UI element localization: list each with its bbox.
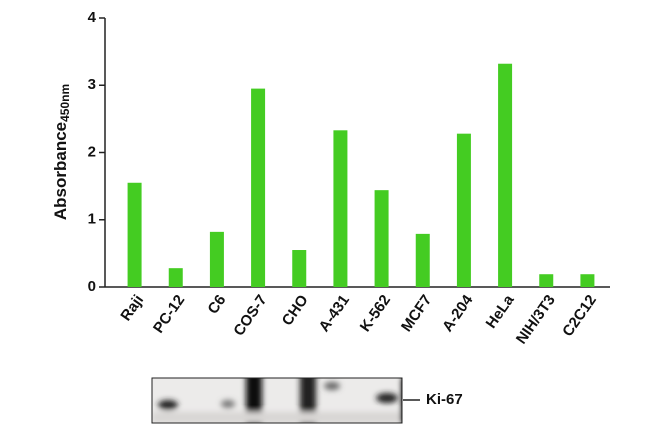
bar: [127, 182, 142, 287]
y-label-main: Absorbance: [51, 122, 70, 220]
bar: [374, 190, 389, 287]
blot-bands: [152, 378, 402, 423]
x-tick-label: CHO: [279, 292, 312, 329]
x-tick-label: C6: [205, 292, 230, 317]
x-tick-label: MCF7: [398, 292, 435, 335]
bar: [333, 130, 348, 287]
y-tick-label: 3: [88, 76, 96, 93]
x-tick-label: A-204: [439, 291, 477, 335]
x-tick-label: NIH/3T3: [513, 292, 559, 348]
y-tick-label: 4: [88, 9, 97, 26]
y-tick-label: 2: [88, 143, 96, 160]
bar: [292, 250, 307, 287]
y-axis-label: Absorbance450nm: [51, 84, 72, 220]
x-tick-label: PC-12: [150, 292, 188, 337]
bar: [456, 133, 471, 287]
x-tick-label: A-431: [316, 292, 353, 335]
western-blot: [151, 377, 403, 424]
x-tick-label: HeLa: [483, 291, 518, 331]
x-tick-label: K-562: [357, 292, 394, 335]
y-tick-label: 1: [88, 211, 96, 228]
blot-label: Ki-67: [426, 391, 463, 408]
y-label-sub: 450nm: [58, 84, 72, 122]
x-tick-label: COS-7: [230, 292, 270, 339]
x-tick-label: Raji: [117, 292, 147, 324]
bar: [580, 274, 595, 287]
bar: [168, 268, 183, 287]
x-tick-label: C2C12: [559, 292, 600, 340]
bar: [539, 274, 554, 287]
bar: [209, 231, 224, 287]
bar: [415, 233, 430, 287]
bar: [251, 88, 266, 287]
y-tick-label: 0: [88, 278, 96, 295]
bar: [498, 63, 513, 288]
